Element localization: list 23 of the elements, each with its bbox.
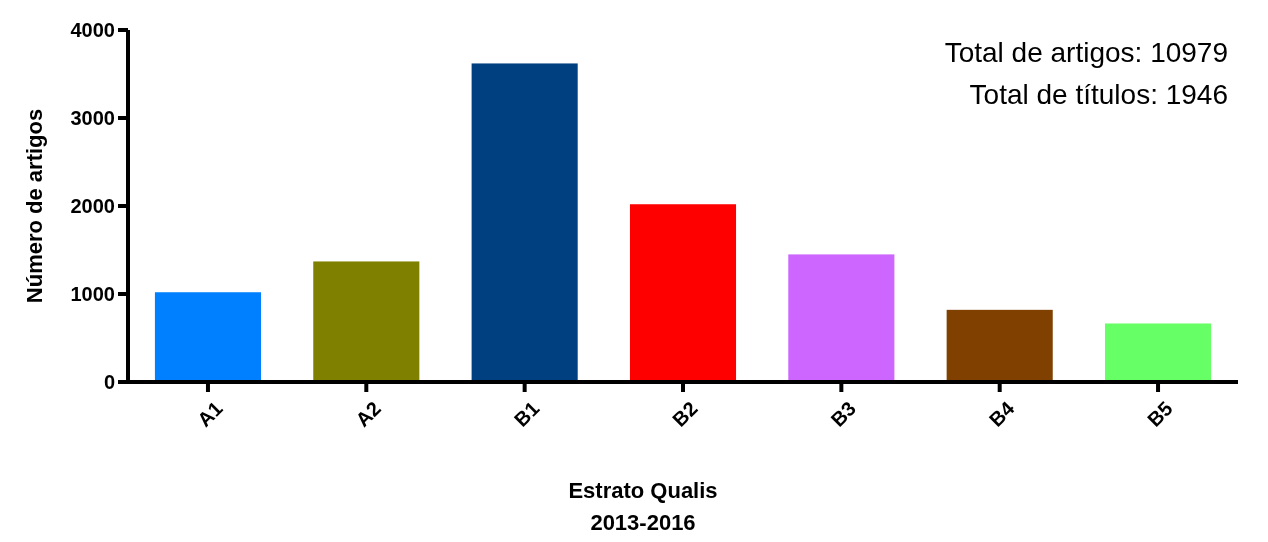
x-tick-label: B3 (826, 397, 861, 431)
y-tick-label: 0 (103, 371, 115, 393)
y-tick-label: 1000 (70, 283, 115, 305)
bar (1104, 323, 1212, 382)
bar (788, 254, 895, 382)
bar (629, 204, 737, 382)
x-tick-label: B4 (984, 396, 1020, 431)
x-axis-title: Estrato Qualis 2013-2016 (568, 478, 718, 535)
y-tick-label: 3000 (70, 107, 115, 129)
x-tick-label: A2 (351, 397, 386, 431)
bar (946, 309, 1053, 382)
y-tick-label: 2000 (70, 195, 115, 217)
y-axis-title: Número de artigos (22, 108, 47, 304)
bar (471, 63, 578, 382)
annotation: Total de artigos: 10979 (944, 37, 1228, 68)
bar (154, 292, 262, 382)
annotation: Total de títulos: 1946 (969, 79, 1228, 110)
bar (313, 261, 420, 382)
x-tick-label: B1 (509, 397, 544, 431)
y-tick-label: 4000 (70, 19, 115, 41)
x-tick-label: A1 (193, 397, 227, 431)
x-tick-label: B2 (668, 397, 702, 431)
x-tick-label: B5 (1143, 397, 1177, 431)
